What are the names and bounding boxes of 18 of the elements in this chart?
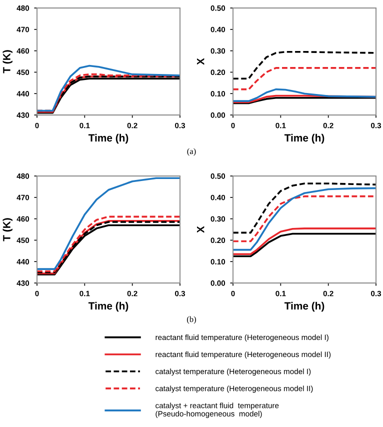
y-axis-title: T (K) [2, 218, 12, 242]
line-series [233, 67, 376, 90]
line-series [233, 88, 376, 102]
line-series [233, 232, 376, 258]
line-series [233, 50, 376, 80]
x-axis-title: Time (h) [88, 302, 128, 312]
text: (a) [187, 148, 196, 156]
y-axis-title: T (K) [2, 50, 12, 74]
x-axis-title: Time (h) [284, 302, 324, 312]
y-axis-title: X [197, 226, 204, 233]
x-axis-title: Time (h) [88, 134, 128, 144]
line-series [233, 187, 376, 251]
y-axis-title: X [197, 58, 204, 65]
line-series [233, 228, 376, 256]
line-series [233, 195, 376, 242]
text: (b) [187, 316, 196, 324]
line-series [233, 182, 376, 234]
x-axis-title: Time (h) [284, 134, 324, 144]
